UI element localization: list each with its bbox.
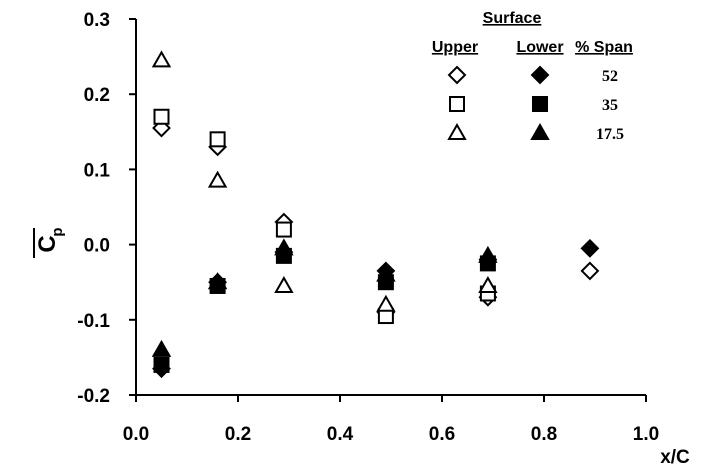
data-point <box>478 275 498 293</box>
data-point <box>153 108 170 125</box>
legend-marker-upper <box>447 65 467 85</box>
x-tick-label: 1.0 <box>633 424 659 445</box>
x-axis-label: x/C <box>660 447 690 468</box>
data-point <box>153 356 170 373</box>
y-axis-label: C p <box>33 227 66 258</box>
legend-marker-upper <box>449 96 465 112</box>
x-tick-label: 0.2 <box>225 424 251 445</box>
data-point <box>151 339 172 357</box>
legend-marker-lower <box>530 65 550 85</box>
data-point <box>580 261 600 281</box>
legend-marker-lower <box>532 96 548 112</box>
x-tick-label: 0.6 <box>429 424 455 445</box>
data-point <box>209 131 226 148</box>
y-tick-label: 0.1 <box>84 160 111 181</box>
y-axis-label-text: C <box>34 235 61 252</box>
axes <box>135 19 646 396</box>
ticks: 0.0 0.2 0.4 0.6 0.8 1.0 0.3 0.2 0.1 0.0 -0.1 -0.2 <box>77 10 659 445</box>
legend-header-upper: Upper <box>432 39 478 56</box>
legend-header-span: % Span <box>575 39 633 56</box>
legend-span-value: 52 <box>602 68 618 85</box>
x-tick-label: 0.8 <box>531 424 557 445</box>
y-tick-label: -0.2 <box>77 386 110 407</box>
data-point <box>376 294 396 312</box>
x-tick-label: 0.4 <box>327 424 354 445</box>
data-point <box>207 272 228 290</box>
data-point <box>274 275 294 293</box>
data-point <box>376 264 396 282</box>
legend-span-value: 35 <box>602 97 618 114</box>
legend-marker-lower <box>530 122 550 140</box>
series-lower-52 <box>152 238 600 379</box>
y-tick-label: 0.0 <box>84 236 110 257</box>
legend-title: Surface <box>483 10 542 27</box>
data-point <box>274 238 294 256</box>
y-tick-label: -0.1 <box>77 311 110 332</box>
y-tick-label: 0.2 <box>84 85 110 106</box>
data-point <box>151 50 172 68</box>
y-axis-label-subscript: p <box>49 227 66 236</box>
legend: Surface Upper Lower % Span 52 35 17.5 <box>432 10 633 143</box>
data-point <box>207 170 228 188</box>
legend-marker-upper <box>447 122 467 140</box>
data-point <box>275 221 292 238</box>
series-lower-17_5 <box>151 238 498 357</box>
legend-span-value: 17.5 <box>596 126 624 143</box>
series-lower-35 <box>153 247 496 373</box>
y-tick-label: 0.3 <box>84 10 110 31</box>
series-upper-35 <box>153 108 496 325</box>
series-upper-17_5 <box>151 50 498 312</box>
data-point <box>478 245 498 263</box>
legend-header-lower: Lower <box>516 39 563 56</box>
data-point <box>580 238 600 258</box>
data-points <box>151 50 600 379</box>
x-tick-label: 0.0 <box>123 424 149 445</box>
